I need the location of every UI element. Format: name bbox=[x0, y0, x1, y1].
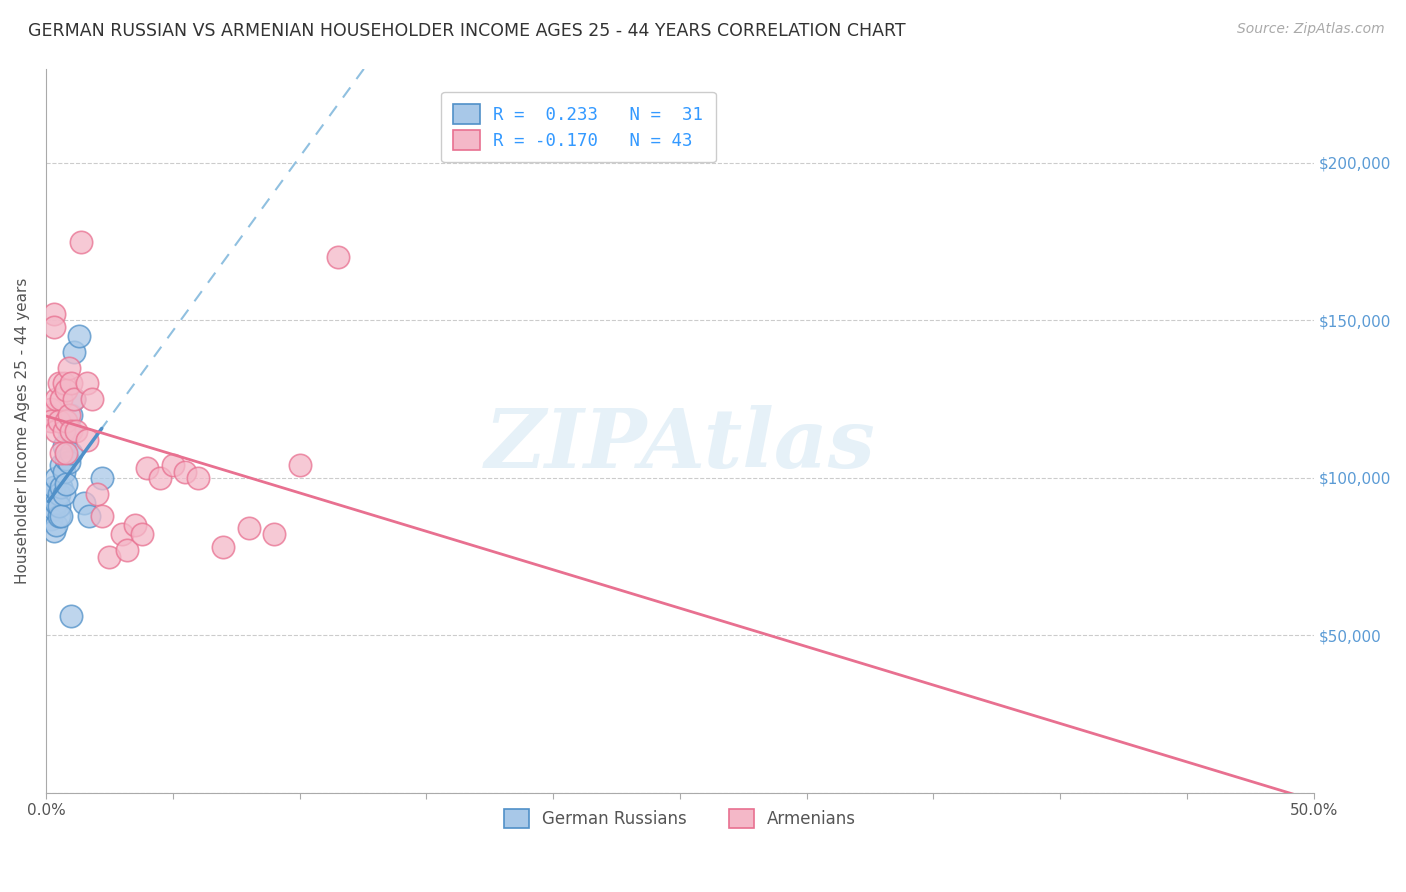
Point bbox=[48, 376, 70, 391]
Point bbox=[55, 383, 77, 397]
Point bbox=[115, 543, 138, 558]
Point bbox=[73, 496, 96, 510]
Point bbox=[55, 414, 77, 428]
Point bbox=[67, 329, 90, 343]
Point bbox=[174, 465, 197, 479]
Point bbox=[58, 424, 80, 438]
Point bbox=[42, 502, 65, 516]
Point bbox=[238, 521, 260, 535]
Point bbox=[52, 465, 75, 479]
Point bbox=[52, 376, 75, 391]
Point bbox=[131, 527, 153, 541]
Point bbox=[48, 414, 70, 428]
Point bbox=[80, 392, 103, 406]
Point bbox=[51, 508, 73, 523]
Point bbox=[55, 445, 77, 459]
Point bbox=[52, 424, 75, 438]
Point bbox=[51, 392, 73, 406]
Point bbox=[58, 455, 80, 469]
Point bbox=[124, 518, 146, 533]
Point bbox=[77, 508, 100, 523]
Point bbox=[55, 451, 77, 466]
Point bbox=[55, 477, 77, 491]
Point bbox=[51, 458, 73, 473]
Point bbox=[51, 480, 73, 494]
Point bbox=[60, 424, 83, 438]
Point bbox=[38, 408, 60, 422]
Point bbox=[45, 392, 67, 406]
Point bbox=[70, 235, 93, 249]
Point bbox=[48, 508, 70, 523]
Point bbox=[76, 376, 98, 391]
Point bbox=[45, 424, 67, 438]
Point bbox=[42, 480, 65, 494]
Point bbox=[58, 360, 80, 375]
Point bbox=[52, 486, 75, 500]
Point bbox=[288, 458, 311, 473]
Point bbox=[212, 540, 235, 554]
Point bbox=[136, 461, 159, 475]
Point bbox=[39, 401, 62, 416]
Text: ZIPAtlas: ZIPAtlas bbox=[485, 405, 876, 485]
Point bbox=[63, 392, 86, 406]
Point bbox=[45, 518, 67, 533]
Point bbox=[45, 496, 67, 510]
Point bbox=[326, 251, 349, 265]
Point bbox=[48, 486, 70, 500]
Point bbox=[42, 307, 65, 321]
Point bbox=[60, 408, 83, 422]
Point bbox=[51, 445, 73, 459]
Point bbox=[60, 609, 83, 624]
Point bbox=[39, 486, 62, 500]
Point bbox=[39, 414, 62, 428]
Point bbox=[86, 486, 108, 500]
Text: Source: ZipAtlas.com: Source: ZipAtlas.com bbox=[1237, 22, 1385, 37]
Point bbox=[52, 439, 75, 453]
Point bbox=[187, 471, 209, 485]
Point bbox=[98, 549, 121, 564]
Legend: German Russians, Armenians: German Russians, Armenians bbox=[498, 803, 862, 835]
Point bbox=[90, 508, 112, 523]
Point bbox=[149, 471, 172, 485]
Point bbox=[263, 527, 285, 541]
Point bbox=[63, 344, 86, 359]
Point bbox=[76, 433, 98, 447]
Point bbox=[111, 527, 134, 541]
Text: GERMAN RUSSIAN VS ARMENIAN HOUSEHOLDER INCOME AGES 25 - 44 YEARS CORRELATION CHA: GERMAN RUSSIAN VS ARMENIAN HOUSEHOLDER I… bbox=[28, 22, 905, 40]
Point bbox=[90, 471, 112, 485]
Point bbox=[38, 492, 60, 507]
Point bbox=[60, 445, 83, 459]
Point bbox=[162, 458, 184, 473]
Y-axis label: Householder Income Ages 25 - 44 years: Householder Income Ages 25 - 44 years bbox=[15, 277, 30, 583]
Point bbox=[58, 408, 80, 422]
Point bbox=[39, 512, 62, 526]
Point bbox=[65, 424, 87, 438]
Point bbox=[42, 319, 65, 334]
Point bbox=[63, 392, 86, 406]
Point bbox=[45, 471, 67, 485]
Point bbox=[48, 499, 70, 513]
Point bbox=[42, 524, 65, 539]
Point bbox=[60, 376, 83, 391]
